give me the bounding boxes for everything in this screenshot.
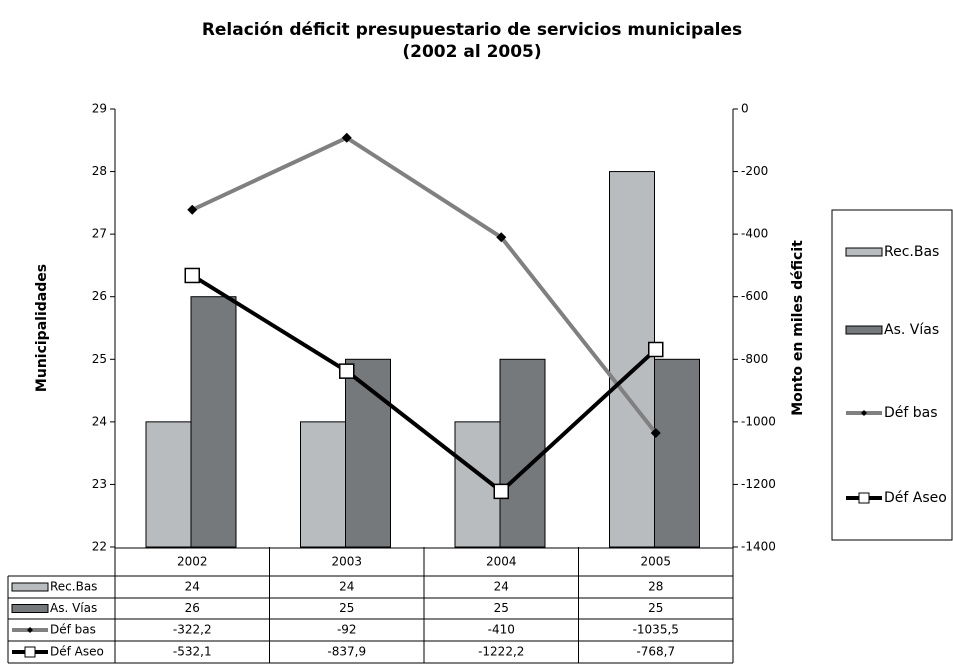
y-tick-label: 29	[92, 102, 107, 116]
y2-tick-label: -400	[741, 227, 768, 241]
legend-label: As. Vías	[884, 322, 939, 338]
bar	[190, 296, 237, 548]
line-marker	[496, 232, 507, 243]
line-marker	[648, 341, 664, 358]
y-tick-label: 24	[92, 414, 107, 428]
y-tick-label: 28	[92, 164, 107, 178]
table-row-label: Rec.Bas	[50, 580, 97, 594]
legend-label: Déf bas	[884, 405, 938, 421]
legend-key	[11, 582, 49, 592]
y2-tick-label: -800	[741, 352, 768, 366]
legend-key	[845, 247, 883, 257]
y2-tick-label: 0	[741, 102, 749, 116]
chart-subtitle: (2002 al 2005)	[402, 42, 541, 62]
bar	[300, 421, 346, 548]
legend-label: Rec.Bas	[884, 244, 939, 260]
table-cell: 25	[339, 601, 354, 615]
y2-tick-label: -1400	[741, 540, 776, 554]
table-row-label: As. Vías	[50, 601, 97, 615]
y2-tick-label: -1000	[741, 414, 776, 428]
legend-key-marker	[24, 646, 36, 658]
y-axis-title: Municipalidades	[34, 264, 50, 392]
y-tick-label: 22	[92, 540, 107, 554]
line-marker	[184, 267, 200, 284]
x-tick-label: 2003	[331, 555, 362, 569]
legend-key-marker	[861, 410, 867, 416]
table-row-label: Déf bas	[50, 623, 96, 637]
line-marker	[187, 204, 198, 215]
table-row-label: Déf Aseo	[50, 645, 104, 659]
legend-box	[831, 209, 953, 541]
table-cell: -322,2	[173, 623, 212, 637]
table-cell: 24	[494, 580, 509, 594]
bar	[654, 358, 700, 548]
y2-tick-label: -1200	[741, 477, 776, 491]
legend-key-marker	[27, 627, 33, 633]
table-cell: -92	[337, 623, 357, 637]
line-marker	[341, 132, 352, 143]
table-cell: -1035,5	[633, 623, 679, 637]
x-tick-label: 2004	[486, 555, 517, 569]
table-cell: -1222,2	[478, 645, 524, 659]
table-cell: 24	[185, 580, 200, 594]
x-tick-label: 2002	[177, 555, 208, 569]
bar	[499, 358, 546, 548]
table-cell: 25	[494, 601, 509, 615]
y2-tick-label: -600	[741, 289, 768, 303]
legend-label: Déf Aseo	[884, 490, 947, 506]
y-tick-label: 26	[92, 289, 107, 303]
line-marker	[650, 427, 661, 438]
y2-axis-title: Monto en miles déficit	[790, 240, 806, 416]
line-marker	[339, 363, 355, 379]
table-cell: 28	[648, 580, 663, 594]
line	[191, 273, 658, 494]
table-cell: -837,9	[327, 645, 366, 659]
y-tick-label: 25	[92, 352, 107, 366]
legend-key	[845, 325, 883, 335]
table-cell: -532,1	[173, 645, 212, 659]
line-marker	[493, 483, 509, 500]
table-cell: -410	[488, 623, 515, 637]
legend-key	[11, 604, 49, 613]
table-cell: 26	[185, 601, 200, 615]
y-tick-label: 23	[92, 477, 107, 491]
chart-title: Relación déficit presupuestario de servi…	[202, 20, 742, 40]
y-tick-label: 27	[92, 227, 107, 241]
bar	[345, 358, 391, 548]
bar	[145, 421, 192, 548]
table-cell: 25	[648, 601, 663, 615]
legend-key-marker	[858, 492, 870, 504]
table-cell: 24	[339, 580, 354, 594]
line	[191, 135, 658, 435]
y2-tick-label: -200	[741, 164, 768, 178]
x-tick-label: 2005	[640, 555, 671, 569]
table-cell: -768,7	[636, 645, 675, 659]
